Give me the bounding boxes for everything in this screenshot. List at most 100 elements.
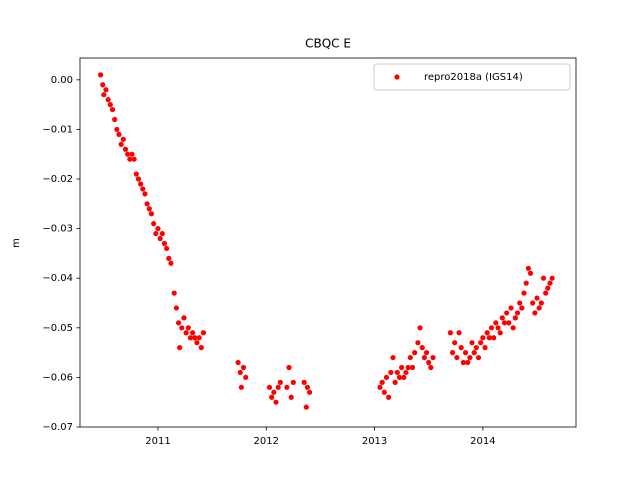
data-point [243,374,249,381]
data-point [543,290,549,296]
y-tick-label: −0.03 [42,224,73,235]
data-point [116,131,122,137]
data-point [181,315,187,321]
data-point [107,102,113,108]
data-point [183,330,189,336]
data-point [237,369,243,376]
data-point [288,394,294,400]
data-point [491,335,497,341]
data-point [482,345,488,351]
data-point [480,335,486,341]
data-point [399,364,405,371]
data-point [379,379,385,385]
y-tick-label: −0.02 [42,174,73,185]
data-point [517,300,523,306]
plot-area [79,57,577,428]
data-point [100,82,106,88]
y-axis-label: m [11,238,22,248]
data-point [419,345,425,351]
data-point [277,379,283,385]
data-point [501,320,508,326]
data-point [140,186,146,192]
data-point [122,146,129,152]
data-point [120,136,126,142]
data-point [275,384,281,390]
data-point [478,340,484,346]
data-point [454,354,460,361]
data-point [407,354,413,361]
data-point [396,374,403,381]
data-point [142,191,148,197]
data-point [497,330,503,336]
data-point [135,176,142,182]
data-point [155,226,161,232]
data-point [415,340,421,346]
x-tick-label: 2012 [254,436,279,447]
data-point [421,354,427,361]
data-point [409,364,416,371]
data-point [527,270,534,276]
data-point [499,315,505,321]
data-point [412,350,418,356]
data-point [426,359,432,366]
data-point [471,350,477,356]
data-point [469,340,475,346]
data-point [401,374,407,381]
y-tick-label: −0.01 [42,124,73,135]
data-point [168,260,174,266]
data-point [523,280,529,286]
legend-label: repro2018a (IGS14) [424,72,523,83]
data-point [103,87,109,93]
data-point [536,305,542,311]
data-point [465,359,471,366]
data-point [304,384,311,390]
data-point [240,364,247,371]
data-point [417,325,423,331]
data-point [112,116,118,123]
data-point [512,315,518,321]
data-point [192,335,198,341]
data-point [269,394,275,400]
data-point [475,354,482,361]
data-point [386,394,392,400]
data-point [200,330,207,336]
data-point [185,325,191,331]
data-point [473,345,479,351]
data-point [129,151,135,157]
data-point [118,141,124,147]
data-point [179,325,185,331]
data-point [97,72,104,78]
data-point [273,399,279,405]
data-point [187,335,194,341]
data-point [151,221,157,227]
y-tick-label: −0.06 [42,372,73,383]
data-point [175,320,182,326]
data-point [125,151,131,157]
x-tick-label: 2014 [470,436,495,447]
data-point [506,320,512,326]
chart-title: CBQC E [305,37,351,51]
data-point [383,374,390,381]
x-tick-label: 2013 [362,436,387,447]
data-point [394,369,400,376]
data-point [460,359,466,366]
data-point [127,156,133,162]
data-point [486,335,492,341]
data-point [171,290,177,296]
data-point [456,330,462,336]
data-point [540,275,547,281]
data-point [403,369,409,376]
data-point [377,384,383,390]
data-point [173,305,179,311]
data-point [284,384,290,390]
data-point [153,230,159,237]
data-point [114,126,120,133]
data-point [190,330,196,336]
data-point [447,330,453,336]
legend-box [373,63,571,91]
data-point [534,295,540,301]
data-point [545,285,551,291]
data-point [198,345,204,351]
data-point [504,310,510,316]
data-point [105,97,111,103]
